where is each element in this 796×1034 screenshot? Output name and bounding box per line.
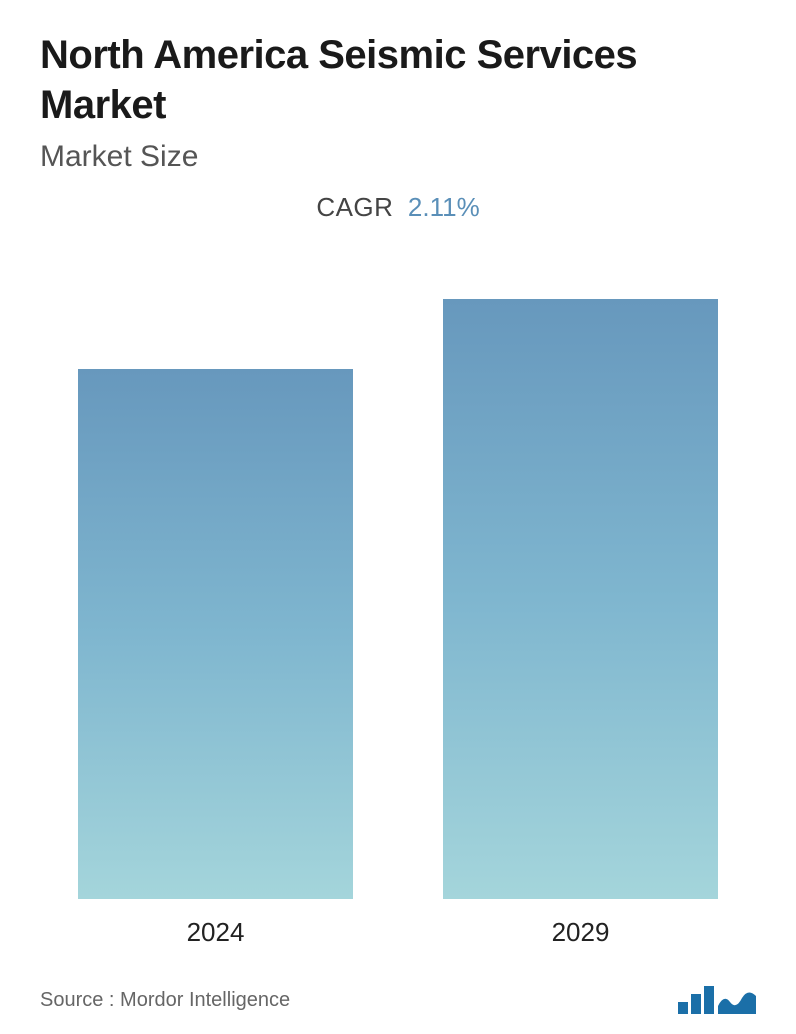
bar-label-0: 2024 — [187, 917, 245, 948]
logo-bars-icon — [678, 986, 714, 1014]
bar-label-1: 2029 — [552, 917, 610, 948]
chart-container: North America Seismic Services Market Ma… — [0, 0, 796, 1034]
bar-group-1: 2029 — [443, 299, 718, 948]
source-text: Source : Mordor Intelligence — [40, 989, 290, 1012]
chart-area: 2024 2029 — [40, 263, 756, 948]
bar-0 — [78, 369, 353, 899]
cagr-row: CAGR 2.11% — [40, 192, 756, 223]
logo-wave-icon — [718, 986, 756, 1014]
chart-subtitle: Market Size — [40, 140, 756, 174]
cagr-label: CAGR — [316, 192, 393, 222]
chart-title: North America Seismic Services Market — [40, 30, 756, 130]
footer: Source : Mordor Intelligence — [40, 976, 756, 1014]
bar-1 — [443, 299, 718, 899]
brand-logo — [678, 986, 756, 1014]
bar-group-0: 2024 — [78, 369, 353, 948]
cagr-value: 2.11% — [408, 192, 480, 222]
